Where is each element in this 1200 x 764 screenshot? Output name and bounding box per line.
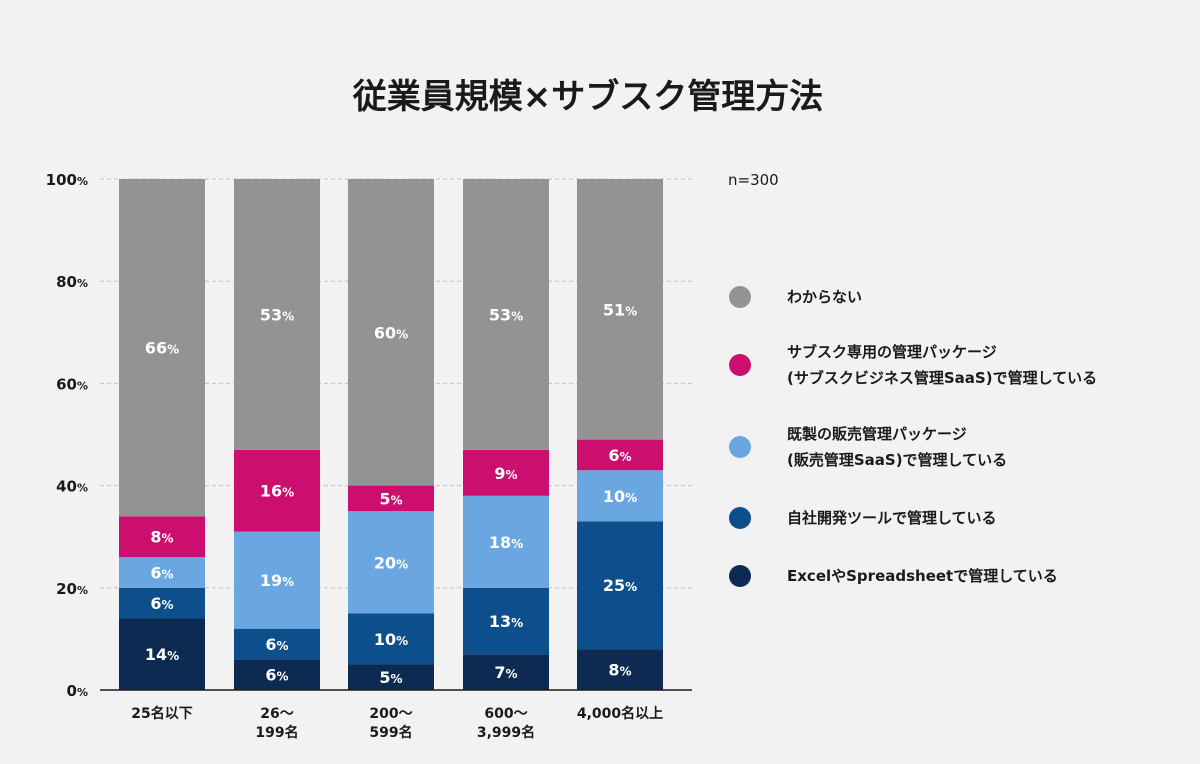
x-tick-label: 600〜 3,999名: [477, 706, 535, 741]
legend-label: わからない: [787, 288, 862, 306]
data-label: 20%: [374, 553, 408, 572]
sample-size: n=300: [728, 171, 779, 189]
bar-segment: [577, 521, 663, 650]
bar-segment: [463, 654, 549, 690]
bar-segment: [234, 179, 320, 450]
bar-segment: [348, 511, 434, 614]
chart-title: 従業員規模×サブスク管理方法: [352, 77, 824, 117]
bar-segment: [577, 439, 663, 471]
data-label: 60%: [374, 323, 408, 342]
legend-label: 既製の販売管理パッケージ(販売管理SaaS)で管理している: [787, 425, 1007, 469]
data-label: 53%: [260, 305, 294, 324]
bar-segment: [119, 618, 205, 690]
bar-segment: [348, 179, 434, 486]
data-label: 66%: [145, 339, 179, 358]
data-label: 7%: [494, 663, 517, 682]
legend-marker: [729, 354, 751, 376]
data-label: 6%: [265, 635, 288, 654]
bar-segment: [463, 587, 549, 655]
data-label: 16%: [260, 482, 294, 501]
data-label: 6%: [265, 666, 288, 685]
data-label: 14%: [145, 645, 179, 664]
data-label: 10%: [603, 487, 637, 506]
bar-segment: [463, 495, 549, 588]
bar-segment: [463, 179, 549, 450]
data-label: 5%: [379, 489, 402, 508]
bar-segment: [577, 179, 663, 440]
bars: 14% 6% 6% 8% 66% 6% 6% 19% 16% 53% 5% 10% 20% 5% 60% 7%…: [119, 179, 663, 690]
legend-marker: [729, 507, 751, 529]
data-label: 6%: [150, 594, 173, 613]
bar-segment: [234, 628, 320, 660]
legend: わからないサブスク専用の管理パッケージ(サブスクビジネス管理SaaS)で管理して…: [729, 286, 1097, 587]
y-tick-label: 80%: [56, 273, 88, 291]
data-label: 10%: [374, 630, 408, 649]
data-label: 5%: [379, 668, 402, 687]
bar-segment: [234, 531, 320, 629]
bar-segment: [119, 587, 205, 619]
data-label: 13%: [489, 612, 523, 631]
legend-label: 自社開発ツールで管理している: [787, 509, 997, 527]
bar-segment: [234, 659, 320, 690]
x-tick-label: 25名以下: [131, 705, 192, 722]
data-label: 19%: [260, 571, 294, 590]
bar-segment: [577, 649, 663, 690]
y-tick-label: 0%: [67, 682, 88, 700]
data-label: 51%: [603, 300, 637, 319]
data-label: 53%: [489, 305, 523, 324]
legend-marker: [729, 286, 751, 308]
x-tick-label: 26〜 199名: [255, 706, 298, 741]
data-label: 6%: [608, 446, 631, 465]
bar-segment: [577, 470, 663, 522]
y-tick-label: 40%: [56, 478, 88, 496]
y-tick-label: 60%: [56, 375, 88, 393]
legend-marker: [729, 565, 751, 587]
bar-segment: [348, 485, 434, 512]
x-tick-label: 200〜 599名: [369, 706, 412, 741]
data-label: 9%: [494, 464, 517, 483]
legend-label: ExcelやSpreadsheetで管理している: [787, 567, 1058, 585]
bar-segment: [119, 179, 205, 517]
y-tick-label: 20%: [56, 580, 88, 598]
legend-label: サブスク専用の管理パッケージ(サブスクビジネス管理SaaS)で管理している: [787, 343, 1097, 387]
bar-segment: [463, 449, 549, 496]
y-tick-label: 100%: [46, 171, 88, 189]
data-label: 8%: [608, 661, 631, 680]
legend-marker: [729, 436, 751, 458]
bar-segment: [234, 449, 320, 532]
data-label: 6%: [150, 563, 173, 582]
bar-segment: [119, 516, 205, 558]
bar-segment: [348, 664, 434, 690]
x-tick-label: 4,000名以上: [577, 705, 663, 722]
data-label: 18%: [489, 533, 523, 552]
bar-segment: [348, 613, 434, 665]
data-label: 8%: [150, 528, 173, 547]
data-label: 25%: [603, 576, 637, 595]
bar-segment: [119, 557, 205, 588]
